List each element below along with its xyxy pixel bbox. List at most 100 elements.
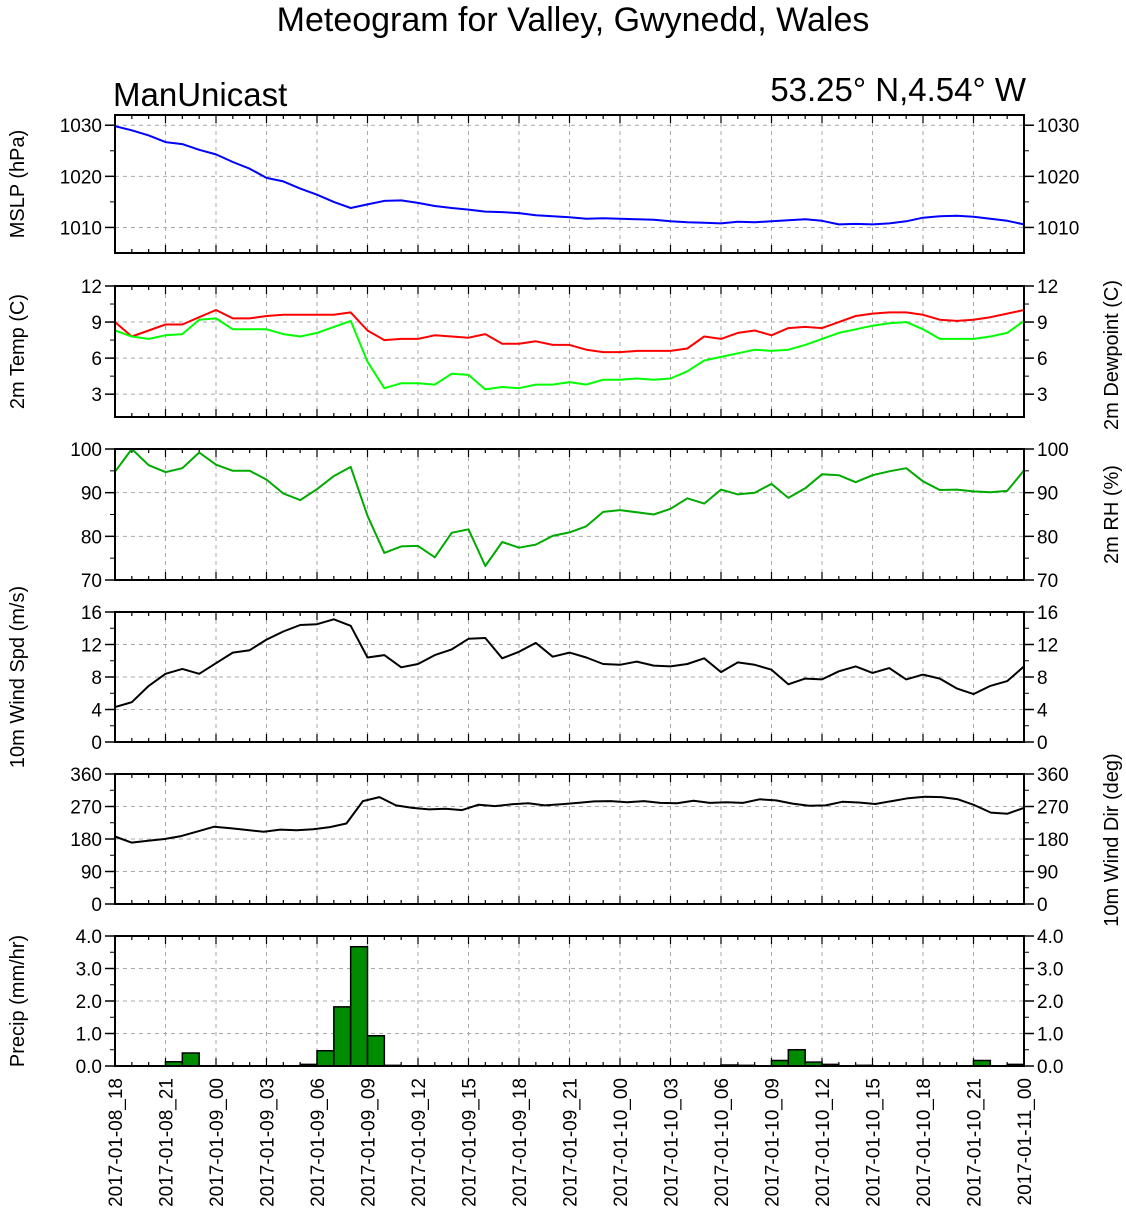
y-tick-label-right: 70 xyxy=(1037,571,1058,592)
y-tick-label-left: 1010 xyxy=(60,218,102,239)
y-tick-label-left: 1020 xyxy=(60,167,102,188)
y-tick-label-right: 0.0 xyxy=(1037,1057,1063,1078)
x-tick-label: 2017-01-10_18 xyxy=(914,1078,935,1207)
x-tick-label: 2017-01-09_15 xyxy=(460,1078,481,1207)
x-tick-label: 2017-01-09_18 xyxy=(510,1078,531,1207)
y-tick-label-right: 4.0 xyxy=(1037,927,1063,948)
x-tick-label: 2017-01-11_00 xyxy=(1015,1078,1036,1205)
x-tick-label: 2017-01-09_03 xyxy=(258,1078,279,1207)
y-tick-label-left: 90 xyxy=(81,484,102,505)
y-tick-label-right: 0 xyxy=(1037,895,1048,916)
y-tick-label-left: 0 xyxy=(91,895,102,916)
y-tick-label-right: 3 xyxy=(1037,385,1048,406)
y-tick-label-right: 9 xyxy=(1037,313,1048,334)
wspd-series-line-wind xyxy=(114,618,1025,709)
y-tick-label-left: 80 xyxy=(81,527,102,548)
y-tick-label-right: 360 xyxy=(1037,765,1069,786)
y-tick-label-left: 100 xyxy=(70,440,102,461)
y-tick-label-right: 270 xyxy=(1037,798,1069,819)
y-tick-label-left: 4 xyxy=(91,701,102,722)
panel-frame xyxy=(114,448,1025,581)
y-tick-label-left: 16 xyxy=(81,603,102,624)
y-tick-label-left: 6 xyxy=(91,349,102,370)
panel-precip xyxy=(105,935,1034,1067)
panel-wspd xyxy=(105,611,1034,743)
panel-frame xyxy=(114,773,1025,905)
panel-frame xyxy=(114,285,1025,418)
y-axis-label-left: Precip (mm/hr) xyxy=(7,935,29,1067)
x-tick-label: 2017-01-10_03 xyxy=(662,1078,683,1207)
y-tick-label-left: 1.0 xyxy=(76,1025,102,1046)
x-tick-label: 2017-01-09_00 xyxy=(207,1078,228,1207)
temp-series-line-temp xyxy=(114,309,1025,354)
x-tick-label: 2017-01-09_06 xyxy=(308,1078,329,1207)
y-tick-label-left: 3 xyxy=(91,385,102,406)
x-tick-label: 2017-01-10_12 xyxy=(813,1078,834,1207)
y-axis-label-left: MSLP (hPa) xyxy=(7,130,29,239)
chart-title: Meteogram for Valley, Gwynedd, Wales xyxy=(276,1,870,39)
mslp-series-line-mslp xyxy=(114,125,1025,226)
x-tick-label: 2017-01-10_09 xyxy=(763,1078,784,1207)
y-axis-label-right: 2m RH (%) xyxy=(1101,465,1123,564)
precip-bar xyxy=(316,1049,335,1067)
panel-wdir xyxy=(105,773,1034,905)
x-tick-label: 2017-01-10_06 xyxy=(712,1078,733,1207)
y-tick-label-right: 1020 xyxy=(1037,167,1079,188)
location-label: 53.25° N,4.54° W xyxy=(770,71,1026,108)
y-tick-label-right: 6 xyxy=(1037,349,1048,370)
y-tick-label-left: 1030 xyxy=(60,116,102,137)
x-tick-label: 2017-01-09_21 xyxy=(561,1078,582,1207)
wdir-series-line-wind xyxy=(114,795,1025,844)
y-tick-label-right: 0 xyxy=(1037,733,1048,754)
y-tick-label-right: 100 xyxy=(1037,440,1069,461)
y-tick-label-left: 12 xyxy=(81,636,102,657)
y-tick-label-left: 8 xyxy=(91,668,102,689)
y-tick-label-right: 12 xyxy=(1037,636,1058,657)
panel-frame xyxy=(114,935,1025,1067)
x-tick-label: 2017-01-09_09 xyxy=(359,1078,380,1207)
precip-bar xyxy=(181,1052,200,1067)
y-tick-label-right: 90 xyxy=(1037,484,1058,505)
x-tick-label: 2017-01-10_00 xyxy=(611,1078,632,1207)
y-tick-label-left: 0.0 xyxy=(76,1057,102,1078)
y-axis-label-right: 10m Wind Dir (deg) xyxy=(1101,753,1123,926)
panel-mslp xyxy=(105,114,1034,254)
y-tick-label-left: 4.0 xyxy=(76,927,102,948)
y-tick-label-right: 16 xyxy=(1037,603,1058,624)
y-tick-label-right: 2.0 xyxy=(1037,992,1063,1013)
x-tick-label: 2017-01-08_21 xyxy=(157,1078,178,1207)
y-tick-label-left: 0 xyxy=(91,733,102,754)
panel-frame xyxy=(114,611,1025,743)
panel-temp xyxy=(105,285,1034,418)
temp-series-line-dewpoint xyxy=(114,317,1025,391)
y-tick-label-right: 90 xyxy=(1037,863,1058,884)
y-tick-label-right: 8 xyxy=(1037,668,1048,689)
y-tick-label-right: 1030 xyxy=(1037,116,1079,137)
y-tick-label-left: 70 xyxy=(81,571,102,592)
x-tick-label: 2017-01-08_18 xyxy=(106,1078,127,1207)
y-tick-label-left: 180 xyxy=(70,830,102,851)
precip-bar xyxy=(333,1006,352,1067)
rh-series-line-rh xyxy=(114,448,1025,567)
y-axis-label-left: 10m Wind Spd (m/s) xyxy=(7,586,29,768)
y-axis-label-right: 2m Dewpoint (C) xyxy=(1101,280,1123,430)
model-label: ManUnicast xyxy=(113,76,288,113)
y-axis-label-left: 2m Temp (C) xyxy=(7,294,29,409)
panel-rh xyxy=(105,448,1034,581)
y-tick-label-left: 2.0 xyxy=(76,992,102,1013)
y-tick-label-left: 3.0 xyxy=(76,960,102,981)
y-tick-label-left: 12 xyxy=(81,277,102,298)
y-tick-label-left: 90 xyxy=(81,863,102,884)
y-tick-label-right: 180 xyxy=(1037,830,1069,851)
x-tick-label: 2017-01-10_15 xyxy=(864,1078,885,1207)
y-tick-label-right: 1.0 xyxy=(1037,1025,1063,1046)
precip-bar xyxy=(787,1049,806,1067)
y-tick-label-right: 3.0 xyxy=(1037,960,1063,981)
precip-bar xyxy=(349,945,369,1067)
x-tick-label: 2017-01-09_12 xyxy=(409,1078,430,1207)
precip-bar xyxy=(366,1035,386,1067)
y-tick-label-right: 1010 xyxy=(1037,218,1079,239)
y-tick-label-right: 4 xyxy=(1037,701,1048,722)
x-tick-label: 2017-01-10_21 xyxy=(965,1078,986,1207)
